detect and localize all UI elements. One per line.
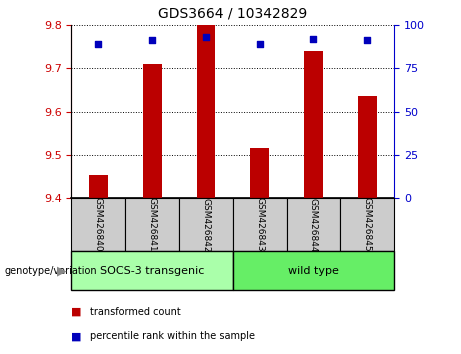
Point — [310, 36, 317, 41]
Point — [202, 34, 210, 40]
Text: GSM426842: GSM426842 — [201, 198, 210, 252]
Bar — [233, 251, 394, 290]
Bar — [358, 96, 377, 198]
Bar — [340, 198, 394, 251]
Bar — [287, 198, 340, 251]
Bar — [250, 148, 269, 198]
Point — [256, 41, 263, 47]
Text: GSM426843: GSM426843 — [255, 198, 264, 252]
Point — [364, 38, 371, 43]
Text: GSM426840: GSM426840 — [94, 198, 103, 252]
Bar — [304, 51, 323, 198]
Text: SOCS-3 transgenic: SOCS-3 transgenic — [100, 266, 204, 276]
Point — [95, 41, 102, 47]
Text: ■: ■ — [71, 331, 82, 341]
Bar — [196, 25, 215, 198]
Bar — [179, 198, 233, 251]
Text: GSM426841: GSM426841 — [148, 198, 157, 252]
Bar — [71, 251, 233, 290]
Bar — [71, 198, 125, 251]
Bar — [233, 198, 287, 251]
Text: ■: ■ — [71, 307, 82, 316]
Text: ▶: ▶ — [57, 264, 67, 277]
Text: genotype/variation: genotype/variation — [5, 266, 97, 276]
Text: wild type: wild type — [288, 266, 339, 276]
Bar — [89, 175, 108, 198]
Text: GSM426844: GSM426844 — [309, 198, 318, 252]
Text: transformed count: transformed count — [90, 307, 181, 316]
Point — [148, 38, 156, 43]
Bar — [143, 64, 161, 198]
Text: percentile rank within the sample: percentile rank within the sample — [90, 331, 255, 341]
Text: GSM426845: GSM426845 — [363, 198, 372, 252]
Bar — [125, 198, 179, 251]
Title: GDS3664 / 10342829: GDS3664 / 10342829 — [158, 7, 307, 21]
